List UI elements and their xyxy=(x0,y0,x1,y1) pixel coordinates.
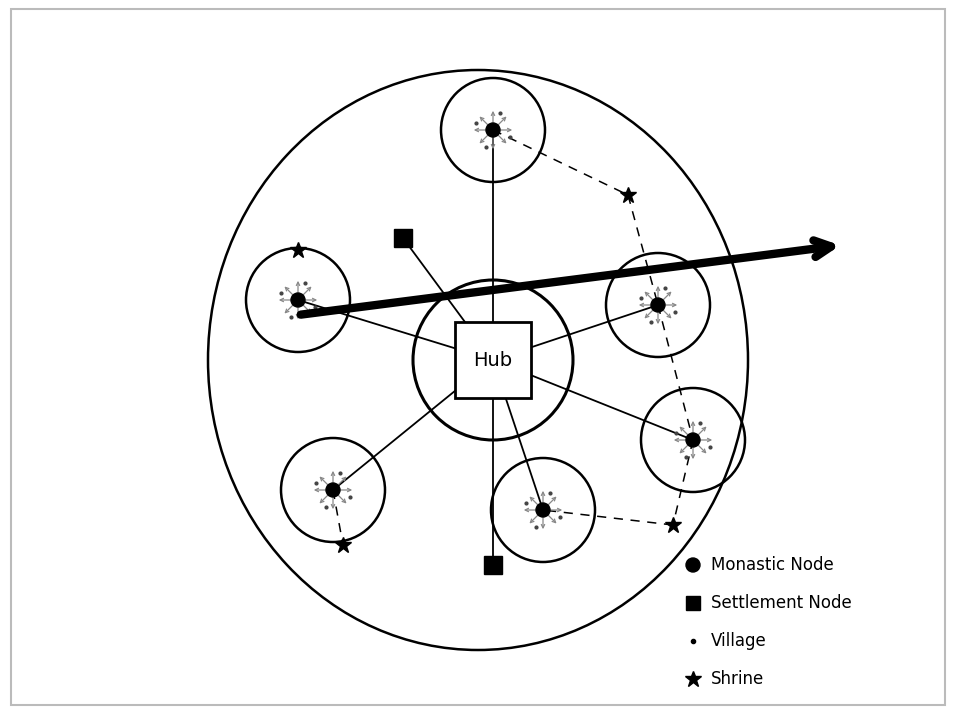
Circle shape xyxy=(486,123,500,137)
Bar xyxy=(484,556,502,574)
Text: Shrine: Shrine xyxy=(711,670,764,688)
Text: Village: Village xyxy=(711,632,767,650)
Circle shape xyxy=(686,433,700,447)
Text: Settlement Node: Settlement Node xyxy=(711,594,852,612)
Text: Hub: Hub xyxy=(473,351,512,370)
Text: Monastic Node: Monastic Node xyxy=(711,556,834,574)
Circle shape xyxy=(651,298,665,312)
Bar xyxy=(686,596,700,610)
Bar xyxy=(394,229,412,247)
FancyBboxPatch shape xyxy=(455,322,531,398)
Circle shape xyxy=(686,558,700,572)
Circle shape xyxy=(291,293,305,307)
Circle shape xyxy=(536,503,550,517)
Circle shape xyxy=(326,483,340,497)
